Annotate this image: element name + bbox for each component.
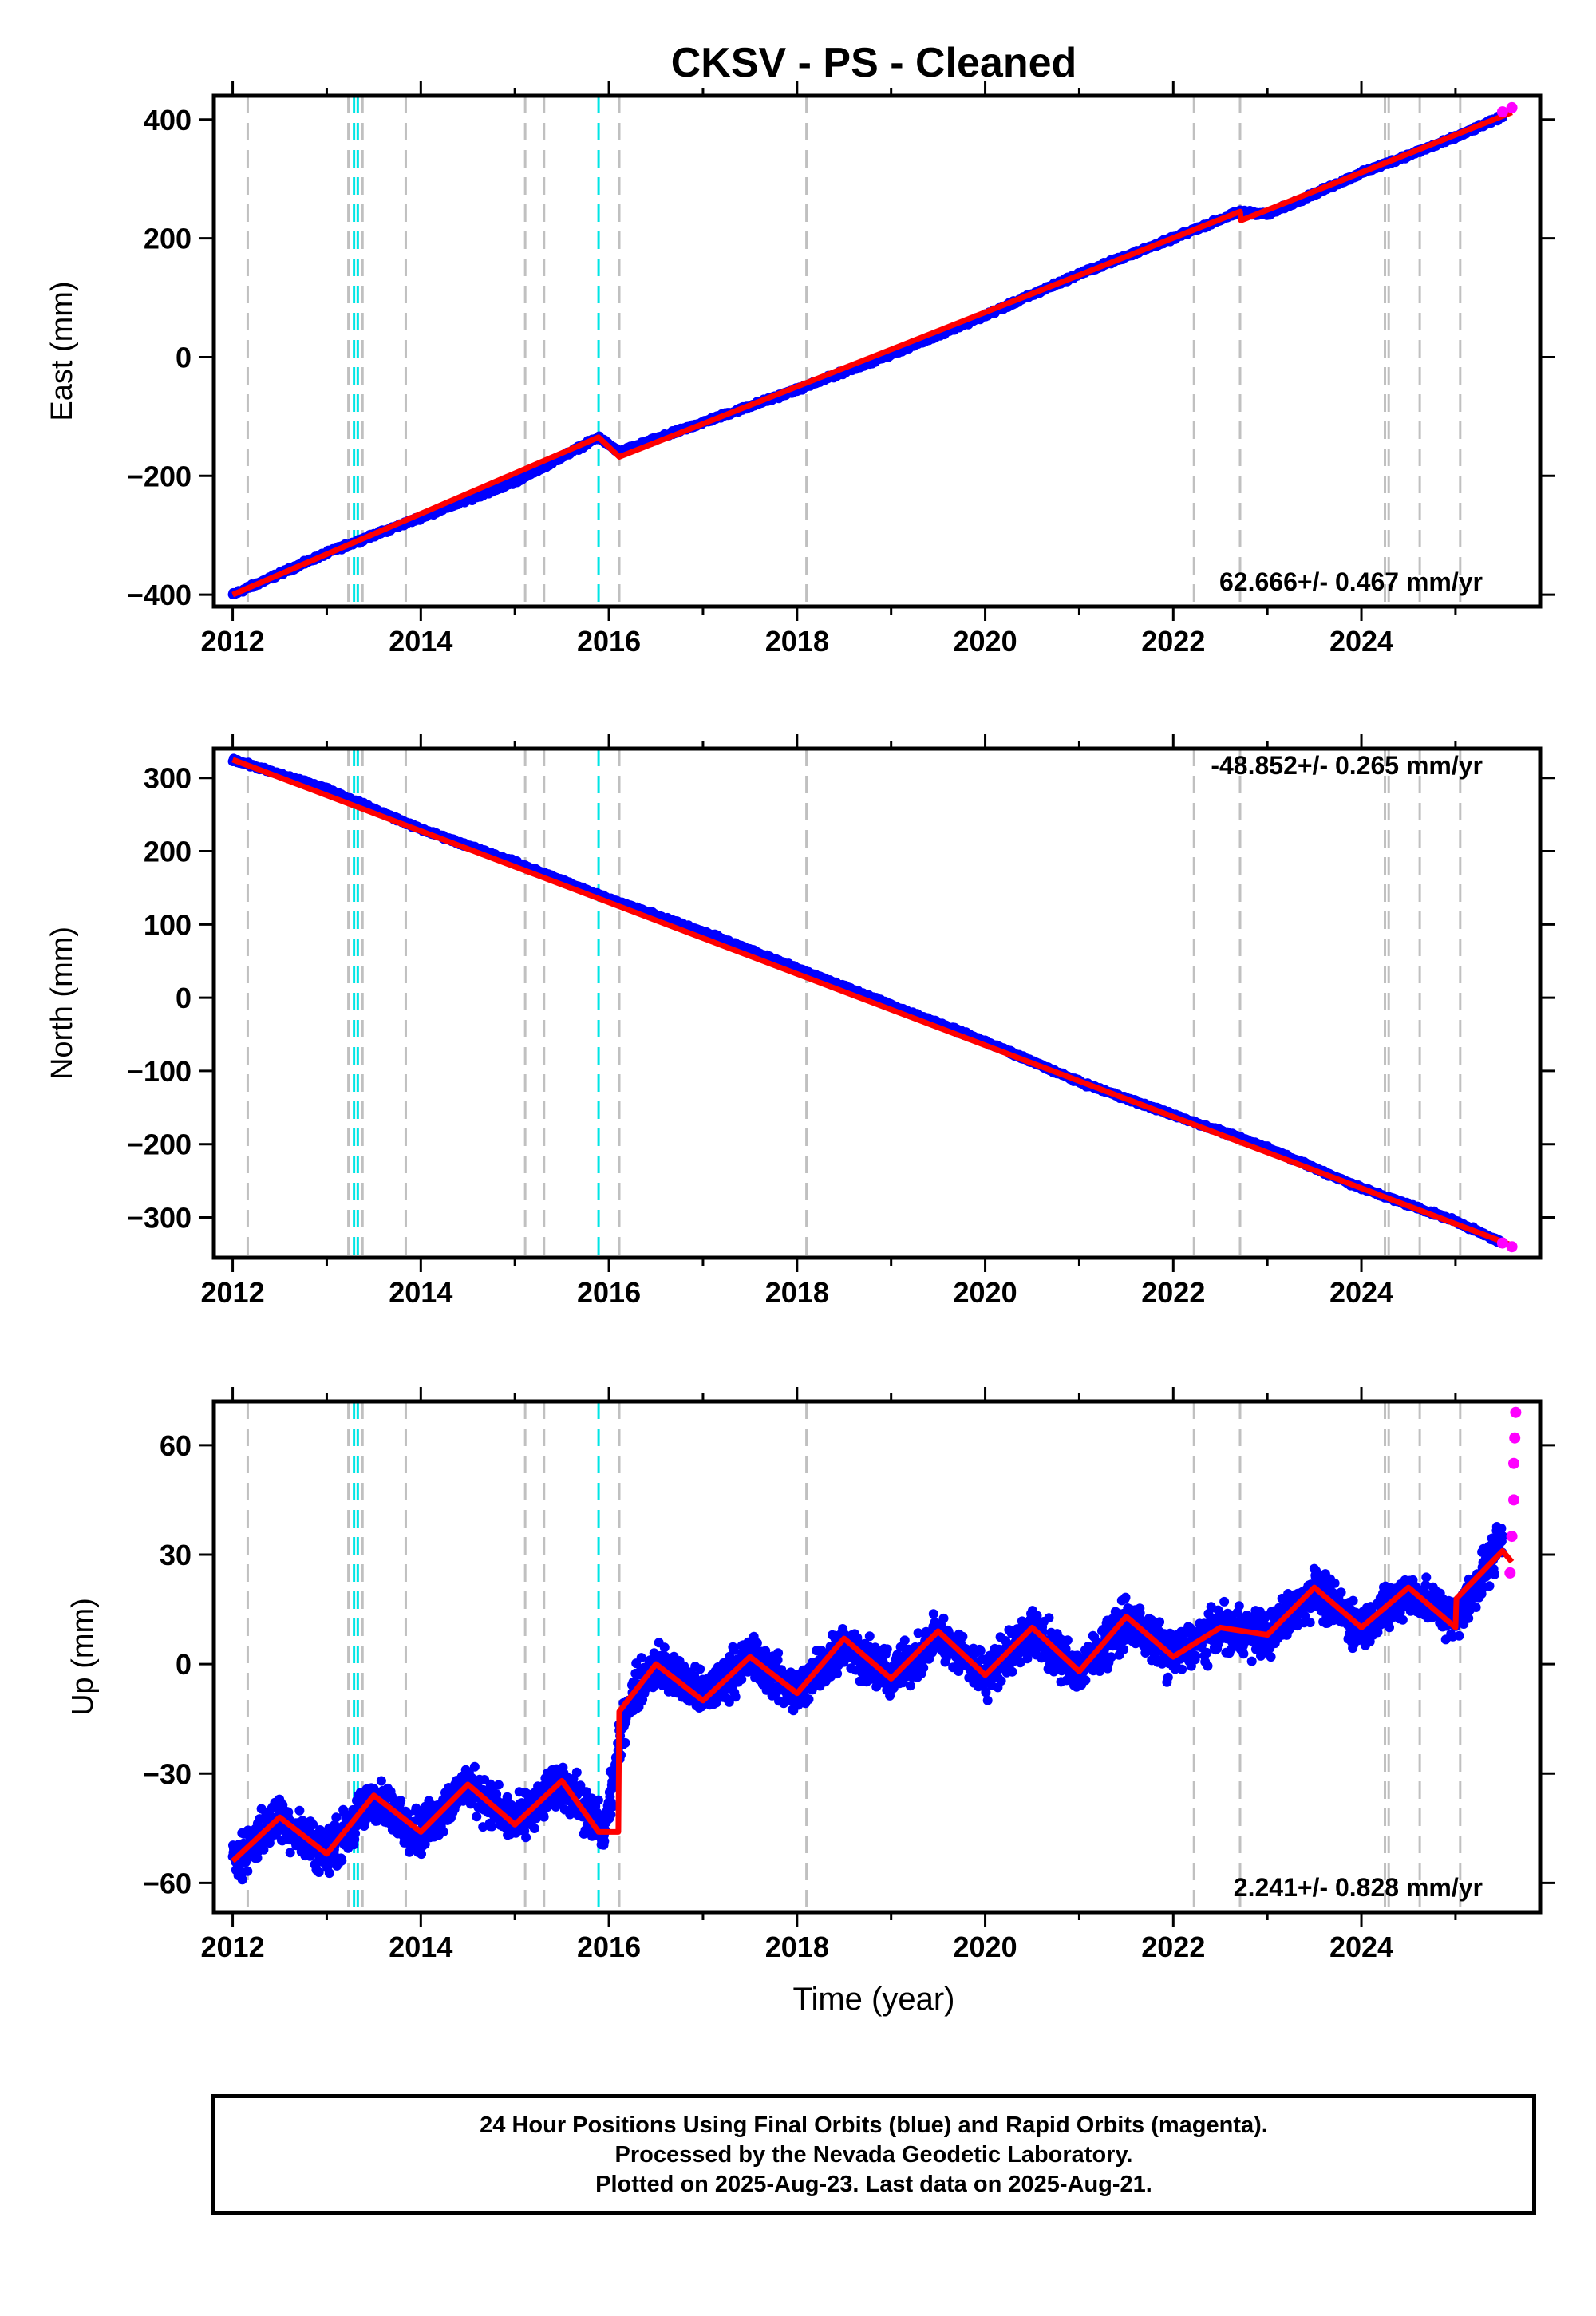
plot-area-north [227,749,1518,1258]
x-tick-label: 2012 [201,625,265,658]
x-tick-label: 2018 [765,625,829,658]
rate-label: 62.666+/- 0.467 mm/yr [1219,567,1483,596]
rapid-data-point [1506,101,1518,113]
y-tick-label: −400 [127,579,192,611]
plot-frame [211,93,1543,609]
x-tick-label: 2024 [1329,625,1393,658]
plot-area-east [227,96,1518,607]
final-orbit-points [227,110,1507,599]
x-tick-label: 2020 [954,625,1017,658]
y-tick-label: 200 [144,223,192,255]
rapid-data-point [1496,106,1508,118]
x-tick-label: 2014 [389,625,452,658]
y-tick-label: 400 [144,104,192,136]
rapid-orbit-points [1496,101,1518,118]
panels: −400 −200 0 200 400 2012 2014 2016 2018 2020 2022 2… [45,81,1555,1963]
y-tick-label: −200 [127,460,192,492]
model-line [231,109,1513,598]
y-tick-label: 0 [176,341,192,373]
x-tick-label: 2016 [577,625,641,658]
panel-east: −400 −200 0 200 400 2012 2014 2016 2018 2020 2022 2… [45,81,1555,658]
chart-title: CKSV - PS - Cleaned [671,40,1077,86]
x-tick-label: 2022 [1141,625,1205,658]
y-axis-label: East (mm) [45,281,79,421]
